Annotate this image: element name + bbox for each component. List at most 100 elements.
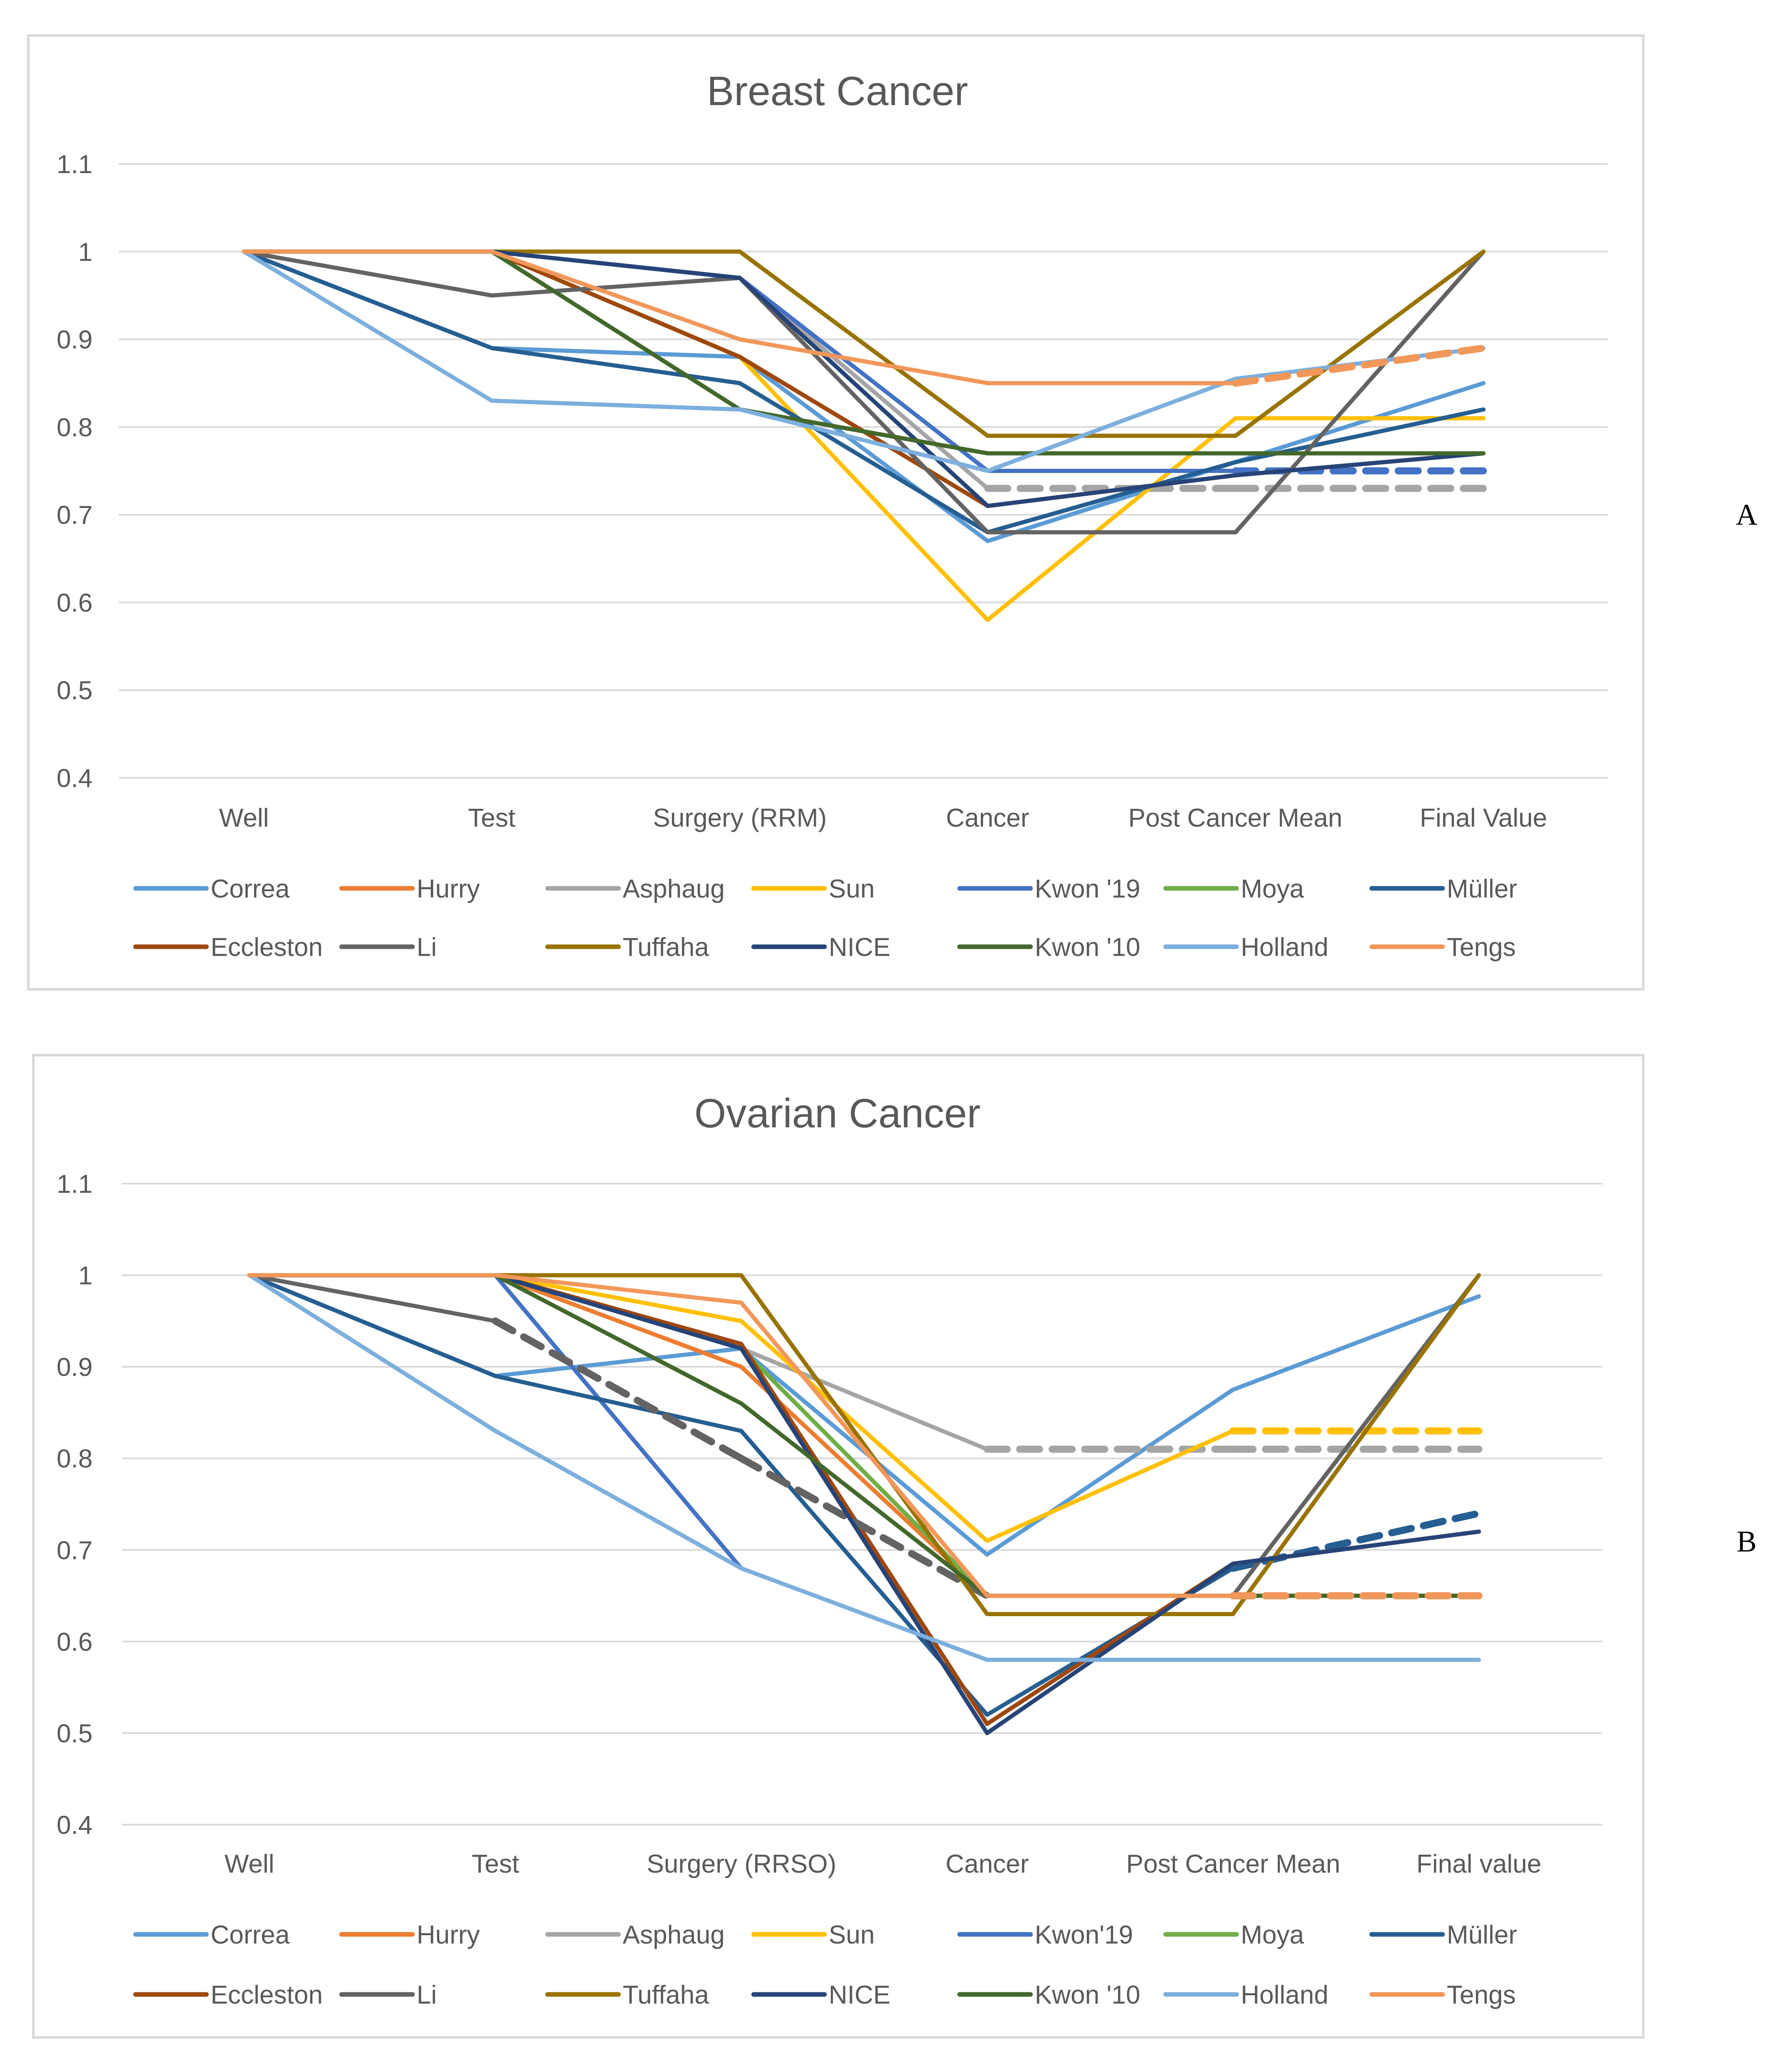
ovarian-cancer-chart: Ovarian Cancer 0.4 0.5 0.6 0.7 0.8 0.9 1 1.1 We… [32,1054,1757,2039]
legend-item: Eccleston [133,933,323,962]
legend-label: NICE [829,933,890,962]
series-lines [242,249,1487,622]
y-tick-label: 0.4 [57,764,93,793]
series-segment [492,1317,745,1462]
series-segment [739,1273,989,1616]
y-tick-label: 0.5 [57,1719,93,1748]
y-axis-ticks: 0.4 0.5 0.6 0.7 0.8 0.9 1 1.1 [57,1170,93,1840]
legend-item: Li [339,1981,437,2009]
series-segment [737,337,990,385]
legend-label: Li [417,933,437,962]
series-segment [493,1273,744,1571]
legend-label: Kwon '10 [1035,933,1140,962]
series-segment [737,276,990,535]
series-segment [1233,381,1486,464]
y-tick-label: 0.9 [57,326,93,355]
series-segment [737,355,990,622]
legend-label: Kwon '10 [1035,1981,1140,2009]
series-segment [986,377,1238,473]
series-holland [247,1273,1481,1662]
series-segment [247,1273,498,1433]
y-tick-label: 1.1 [57,150,93,179]
series-segment [242,249,494,350]
y-tick-label: 0.6 [57,1628,93,1657]
series-segment [739,1300,989,1598]
legend-label: Holland [1241,933,1328,962]
series-segment [986,460,1238,535]
series-segment [737,276,990,473]
legend-item: Kwon '10 [957,1981,1140,2009]
legend-label: Müller [1447,875,1517,903]
x-axis-ticks: Well Test Surgery (RRSO) Cancer Post Can… [224,1850,1541,1878]
chart-frame [32,1054,1644,2039]
series-segment [490,346,742,385]
series-segment [493,1273,744,1351]
legend-item: Sun [751,875,875,903]
legend-label: Correa [211,1921,290,1949]
y-tick-label: 0.4 [57,1811,93,1840]
legend-label: Tengs [1447,1981,1516,2009]
series-segment [1231,1294,1481,1392]
legend-label: Hurry [417,1921,480,1949]
legend-label: Sun [829,875,875,903]
legend-label: Li [417,1981,437,2009]
series-segment [737,381,990,535]
x-tick-label: Cancer [945,1850,1029,1878]
series-segment [490,249,742,412]
legend-label: Eccleston [211,1981,323,2009]
x-tick-label: Post Cancer Mean [1128,804,1342,832]
x-tick-label: Well [219,804,269,832]
y-axis-ticks: 0.4 0.5 0.6 0.7 0.8 0.9 1 1.1 [57,150,93,793]
series-segment [1233,451,1486,478]
x-tick-label: Post Cancer Mean [1126,1850,1340,1878]
series-segment [493,1374,744,1433]
series-segment [1231,1529,1481,1566]
series-segment [1232,344,1487,387]
series-segment [737,355,990,543]
series-segment [493,1428,744,1571]
y-tick-label: 0.6 [57,588,93,617]
legend-item: Li [339,933,437,962]
x-tick-label: Surgery (RRSO) [647,1850,837,1878]
legend-label: Eccleston [211,933,323,962]
legend-label: Tuffaha [623,1981,709,2009]
legend-item: Asphaug [545,875,725,903]
legend-item: Eccleston [133,1981,323,2009]
x-tick-label: Surgery (RRM) [653,804,827,832]
y-tick-label: 0.7 [57,1536,93,1565]
series-segment [737,407,990,455]
legend-item: Moya [1163,875,1304,903]
breast-cancer-chart: Breast Cancer 0.4 0.5 0.6 0.7 0.8 0.9 1 1.1 Wel… [27,34,1757,991]
series-segment [1233,249,1486,438]
x-tick-label: Test [468,804,515,832]
x-tick-label: Cancer [946,804,1029,832]
legend-item: Sun [751,1921,875,1949]
legend-item: Asphaug [545,1921,725,1949]
legend-label: Tuffaha [623,933,709,962]
legend-item: Hurry [339,1921,480,1949]
legend-label: Sun [829,1921,875,1949]
legend-label: Moya [1241,1921,1304,1949]
legend-label: Tengs [1447,933,1516,962]
series-segment [737,1455,991,1599]
series-segment [986,473,1238,508]
series-segment [985,1388,1235,1557]
legend-item: Moya [1163,1921,1304,1949]
series-segment [739,1401,989,1598]
gridlines [122,1183,1602,1826]
series-segment [985,1428,1235,1543]
legend-label: Müller [1447,1921,1517,1949]
legend: Correa Hurry Asphaug Sun Kwon'19 Moya Müller Ec… [133,1921,1517,2009]
legend-item: Tengs [1369,1981,1516,2009]
series-segment [242,249,494,403]
series-segment [493,1273,744,1406]
legend-item: NICE [751,933,890,962]
legend-label: NICE [829,1981,890,2009]
legend-label: Moya [1241,875,1304,903]
legend-item: Müller [1369,1921,1517,1949]
series-segment [493,1273,744,1369]
series-segment [737,276,990,508]
y-tick-label: 1 [78,238,93,267]
x-tick-label: Well [224,1850,274,1878]
series-lines [247,1273,1483,1735]
